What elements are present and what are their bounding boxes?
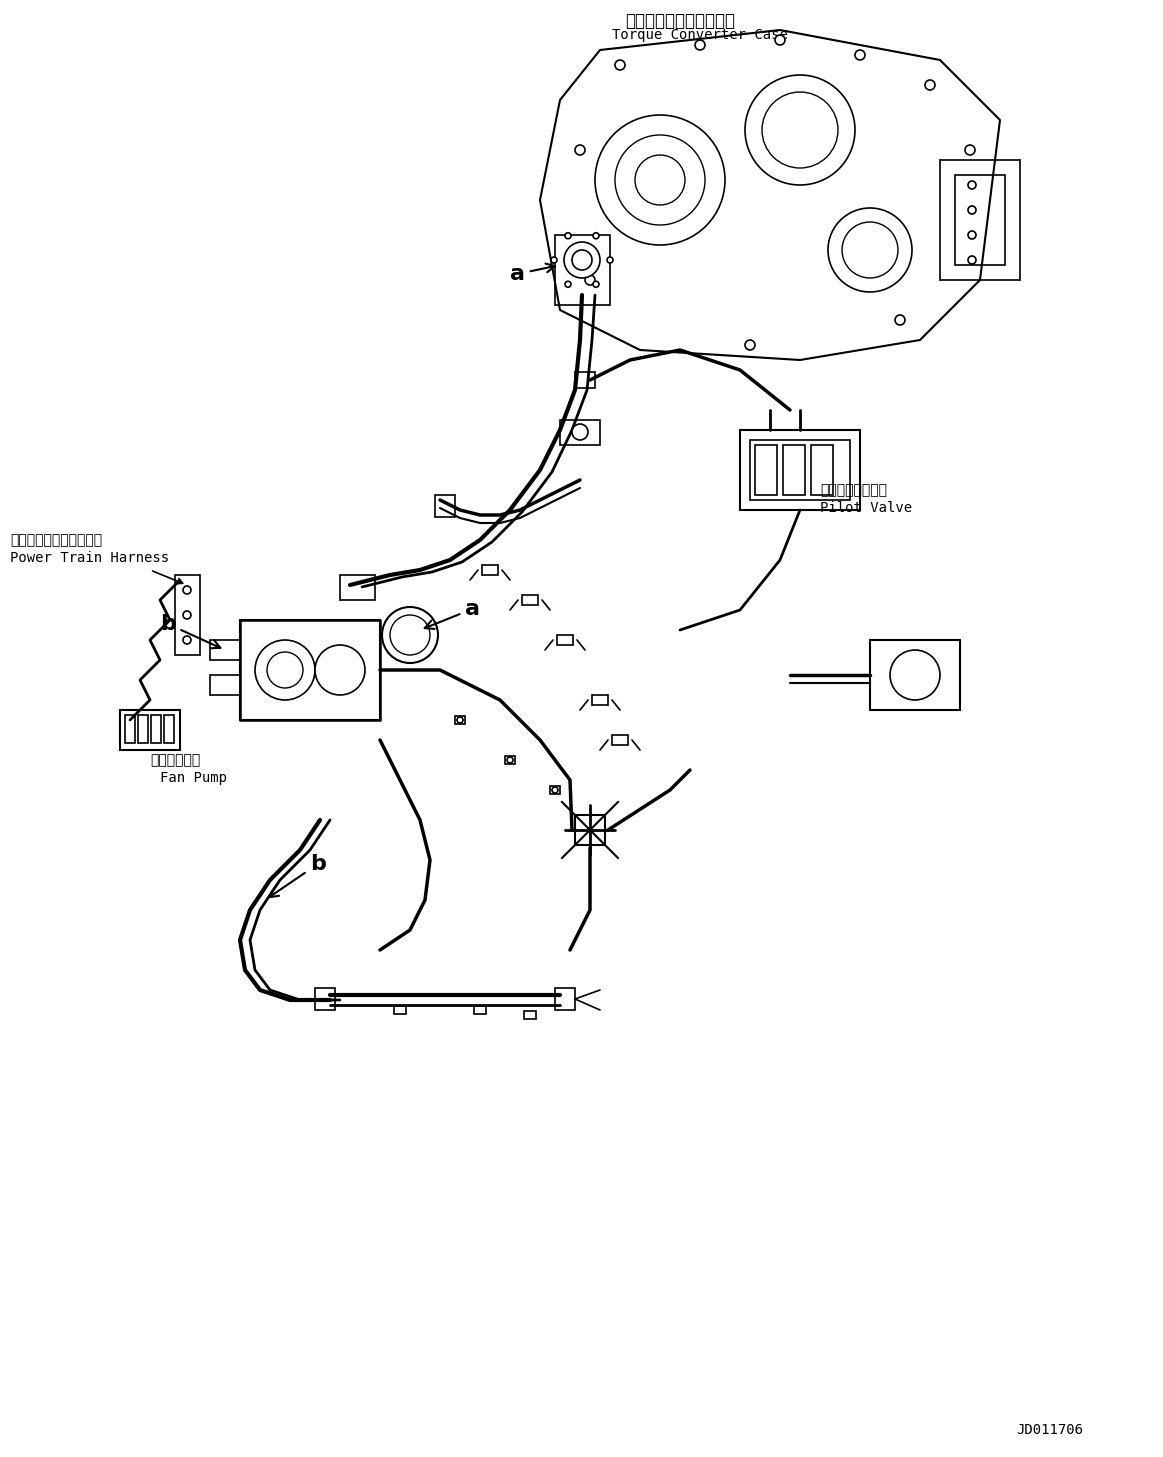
Circle shape <box>593 233 599 239</box>
Bar <box>783 444 805 495</box>
Text: ファンポンプ: ファンポンプ <box>150 753 200 766</box>
Circle shape <box>575 146 585 154</box>
Bar <box>612 734 628 745</box>
Text: Torque Converter Case: Torque Converter Case <box>612 28 789 42</box>
Bar <box>575 814 605 845</box>
Circle shape <box>565 281 571 287</box>
Bar <box>550 785 561 794</box>
Circle shape <box>965 146 975 154</box>
Circle shape <box>183 637 191 644</box>
Text: a: a <box>511 264 555 284</box>
Bar <box>151 715 160 743</box>
Bar <box>394 1005 406 1014</box>
Circle shape <box>315 645 365 695</box>
Circle shape <box>896 315 905 325</box>
Circle shape <box>593 281 599 287</box>
Text: Power Train Harness: Power Train Harness <box>10 551 169 565</box>
Text: b: b <box>269 854 326 898</box>
Bar <box>164 715 174 743</box>
Text: Fan Pump: Fan Pump <box>160 771 227 785</box>
Circle shape <box>607 256 613 264</box>
Bar <box>955 175 1005 265</box>
Circle shape <box>572 424 588 440</box>
Bar <box>522 594 538 605</box>
Bar <box>575 372 595 388</box>
Circle shape <box>745 74 855 185</box>
Bar <box>555 235 611 305</box>
Bar <box>174 576 200 656</box>
Bar <box>340 576 374 600</box>
Bar <box>561 420 600 444</box>
Text: b: b <box>160 613 220 648</box>
Circle shape <box>968 181 976 189</box>
Circle shape <box>564 242 600 278</box>
Circle shape <box>267 651 304 688</box>
Circle shape <box>635 154 685 205</box>
Bar <box>211 675 240 695</box>
Circle shape <box>842 221 898 278</box>
Bar <box>435 495 455 517</box>
Circle shape <box>615 136 705 224</box>
Circle shape <box>507 758 513 763</box>
Text: JD011706: JD011706 <box>1016 1423 1084 1437</box>
Circle shape <box>183 586 191 594</box>
Bar <box>455 715 465 724</box>
Circle shape <box>552 787 558 793</box>
Circle shape <box>925 80 935 90</box>
Circle shape <box>762 92 839 168</box>
Circle shape <box>775 35 785 45</box>
Bar <box>505 756 515 763</box>
Circle shape <box>890 650 940 699</box>
Bar <box>475 1005 486 1014</box>
Circle shape <box>572 251 592 270</box>
Circle shape <box>615 60 625 70</box>
Circle shape <box>595 115 725 245</box>
Bar <box>555 988 575 1010</box>
Text: パイロットバルブ: パイロットバルブ <box>820 484 887 497</box>
Circle shape <box>381 608 438 663</box>
Circle shape <box>968 256 976 264</box>
Text: a: a <box>424 599 480 629</box>
Bar <box>740 430 859 510</box>
Circle shape <box>457 717 463 723</box>
Bar <box>138 715 148 743</box>
Circle shape <box>565 233 571 239</box>
Bar <box>811 444 833 495</box>
Text: パワートレインハーネス: パワートレインハーネス <box>10 533 102 546</box>
Bar <box>481 565 498 576</box>
Text: トルクコンバータケース: トルクコンバータケース <box>625 12 735 31</box>
Circle shape <box>695 39 705 50</box>
Bar <box>211 640 240 660</box>
Bar <box>240 621 380 720</box>
Circle shape <box>968 232 976 239</box>
Circle shape <box>255 640 315 699</box>
Bar <box>525 1011 536 1018</box>
Circle shape <box>390 615 430 656</box>
Bar <box>592 695 608 705</box>
Circle shape <box>183 610 191 619</box>
Bar <box>755 444 777 495</box>
Bar <box>940 160 1020 280</box>
Circle shape <box>585 275 595 286</box>
Circle shape <box>855 50 865 60</box>
Bar <box>557 635 573 645</box>
Bar <box>870 640 959 710</box>
Bar <box>750 440 850 500</box>
Bar <box>120 710 180 750</box>
Text: Pilot Valve: Pilot Valve <box>820 501 912 514</box>
Circle shape <box>828 208 912 291</box>
Bar <box>124 715 135 743</box>
Bar <box>315 988 335 1010</box>
Circle shape <box>551 256 557 264</box>
Circle shape <box>745 339 755 350</box>
Circle shape <box>968 205 976 214</box>
